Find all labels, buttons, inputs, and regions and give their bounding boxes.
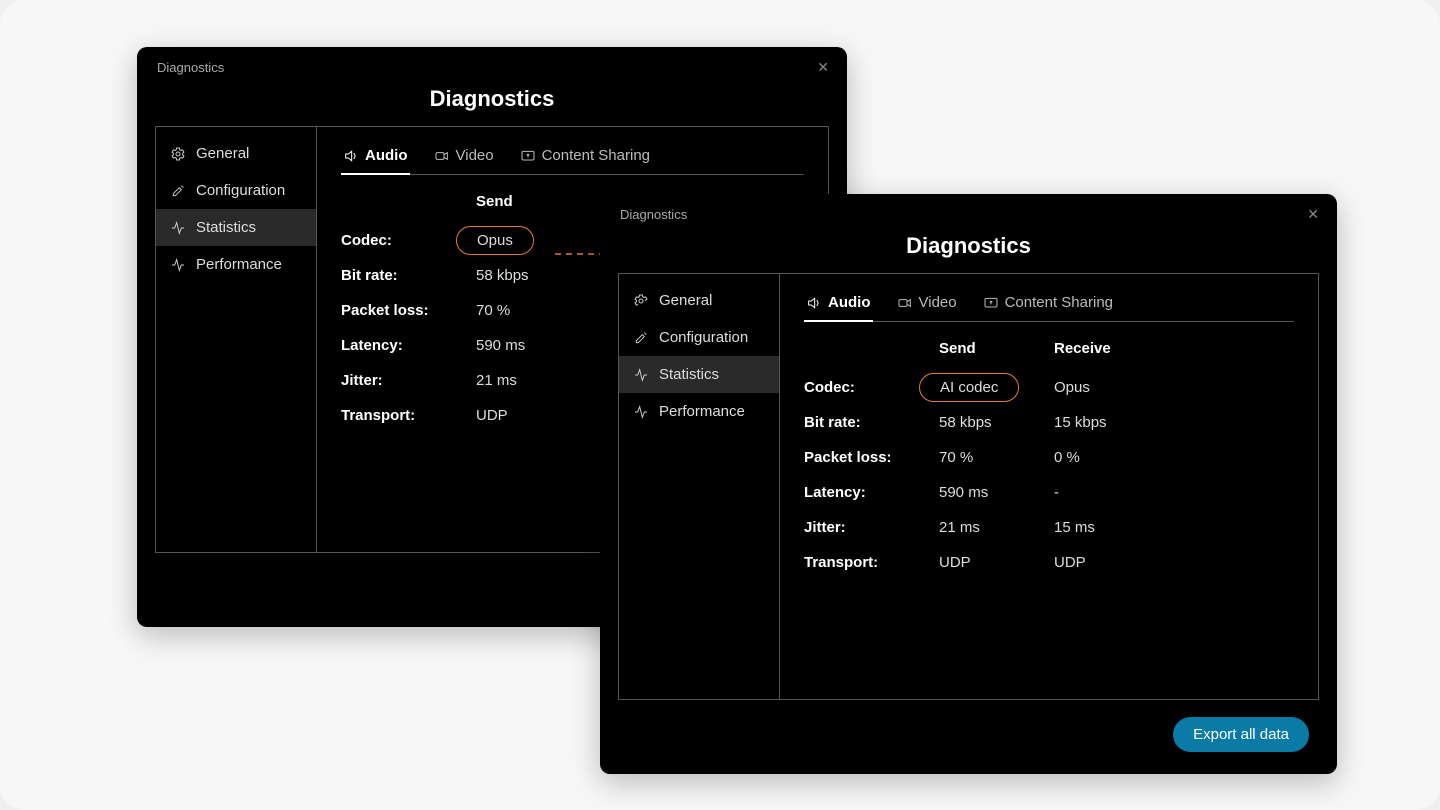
video-icon <box>434 148 450 164</box>
titlebar-text: Diagnostics <box>157 60 224 75</box>
tab-audio[interactable]: Audio <box>804 288 873 321</box>
tab-content-sharing[interactable]: Content Sharing <box>981 288 1115 321</box>
row-label-jitter: Jitter: <box>341 372 476 389</box>
titlebar-text: Diagnostics <box>620 207 687 222</box>
content-area: Audio Video Content Sharing Send Receive <box>780 274 1318 699</box>
activity-icon <box>170 220 186 236</box>
sidebar-item-label: General <box>659 292 712 309</box>
tab-label: Audio <box>365 147 408 164</box>
row-label-latency: Latency: <box>804 484 939 501</box>
sidebar: General Configuration Statistics Perform… <box>619 274 780 699</box>
activity-icon <box>633 367 649 383</box>
close-icon[interactable]: ✕ <box>817 59 829 76</box>
titlebar: Diagnostics ✕ <box>600 194 1337 227</box>
tabs: Audio Video Content Sharing <box>341 141 804 175</box>
gear-icon <box>633 293 649 309</box>
sidebar: General Configuration Statistics Perform… <box>156 127 317 552</box>
share-screen-icon <box>520 148 536 164</box>
sidebar-item-general[interactable]: General <box>619 282 779 319</box>
row-label-transport: Transport: <box>341 407 476 424</box>
row-label-transport: Transport: <box>804 554 939 571</box>
row-label-packetloss: Packet loss: <box>804 449 939 466</box>
stat-latency-send: 590 ms <box>939 484 1054 501</box>
tab-content-sharing[interactable]: Content Sharing <box>518 141 652 174</box>
video-icon <box>897 295 913 311</box>
close-icon[interactable]: ✕ <box>1307 206 1319 223</box>
tab-video[interactable]: Video <box>895 288 959 321</box>
column-header-receive: Receive <box>1054 340 1169 361</box>
window-heading: Diagnostics <box>137 80 847 126</box>
diagnostics-window-2: Diagnostics ✕ Diagnostics General Config… <box>600 194 1337 774</box>
tab-audio[interactable]: Audio <box>341 141 410 174</box>
sidebar-item-label: Performance <box>196 256 282 273</box>
sidebar-item-label: Statistics <box>659 366 719 383</box>
column-header-send: Send <box>939 340 1054 361</box>
stat-codec-send: AI codec <box>939 379 1054 396</box>
sidebar-item-performance[interactable]: Performance <box>156 246 316 283</box>
gear-icon <box>170 146 186 162</box>
tab-video[interactable]: Video <box>432 141 496 174</box>
stat-jitter-send: 21 ms <box>939 519 1054 536</box>
export-all-data-button[interactable]: Export all data <box>1173 717 1309 752</box>
sidebar-item-general[interactable]: General <box>156 135 316 172</box>
tab-label: Video <box>919 294 957 311</box>
tab-label: Video <box>456 147 494 164</box>
stat-packetloss-receive: 0 % <box>1054 449 1169 466</box>
row-label-jitter: Jitter: <box>804 519 939 536</box>
stats-grid: Send Receive Codec: AI codec Opus Bit ra… <box>804 340 1294 571</box>
activity-icon <box>633 404 649 420</box>
stat-transport-receive: UDP <box>1054 554 1169 571</box>
sidebar-item-statistics[interactable]: Statistics <box>619 356 779 393</box>
stat-jitter-receive: 15 ms <box>1054 519 1169 536</box>
sidebar-item-label: General <box>196 145 249 162</box>
sidebar-item-statistics[interactable]: Statistics <box>156 209 316 246</box>
stat-codec-receive: Opus <box>1054 379 1169 396</box>
row-label-bitrate: Bit rate: <box>341 267 476 284</box>
sidebar-item-label: Configuration <box>196 182 285 199</box>
tab-label: Audio <box>828 294 871 311</box>
canvas: Diagnostics ✕ Diagnostics General Config… <box>0 0 1440 810</box>
sidebar-item-label: Statistics <box>196 219 256 236</box>
sidebar-item-label: Performance <box>659 403 745 420</box>
sidebar-item-configuration[interactable]: Configuration <box>156 172 316 209</box>
stat-packetloss-send: 70 % <box>939 449 1054 466</box>
stat-bitrate-receive: 15 kbps <box>1054 414 1169 431</box>
window-heading: Diagnostics <box>600 227 1337 273</box>
stat-bitrate-send: 58 kbps <box>939 414 1054 431</box>
highlighted-codec: AI codec <box>919 373 1019 402</box>
tools-icon <box>170 183 186 199</box>
sound-icon <box>343 148 359 164</box>
tools-icon <box>633 330 649 346</box>
row-label-bitrate: Bit rate: <box>804 414 939 431</box>
stat-latency-receive: - <box>1054 484 1169 501</box>
activity-icon <box>170 257 186 273</box>
main-panel: General Configuration Statistics Perform… <box>618 273 1319 700</box>
sound-icon <box>806 295 822 311</box>
row-label-latency: Latency: <box>341 337 476 354</box>
tab-label: Content Sharing <box>1005 294 1113 311</box>
share-screen-icon <box>983 295 999 311</box>
titlebar: Diagnostics ✕ <box>137 47 847 80</box>
stat-transport-send: UDP <box>939 554 1054 571</box>
tabs: Audio Video Content Sharing <box>804 288 1294 322</box>
highlighted-codec: Opus <box>456 226 534 255</box>
sidebar-item-configuration[interactable]: Configuration <box>619 319 779 356</box>
sidebar-item-label: Configuration <box>659 329 748 346</box>
sidebar-item-performance[interactable]: Performance <box>619 393 779 430</box>
row-label-packetloss: Packet loss: <box>341 302 476 319</box>
tab-label: Content Sharing <box>542 147 650 164</box>
